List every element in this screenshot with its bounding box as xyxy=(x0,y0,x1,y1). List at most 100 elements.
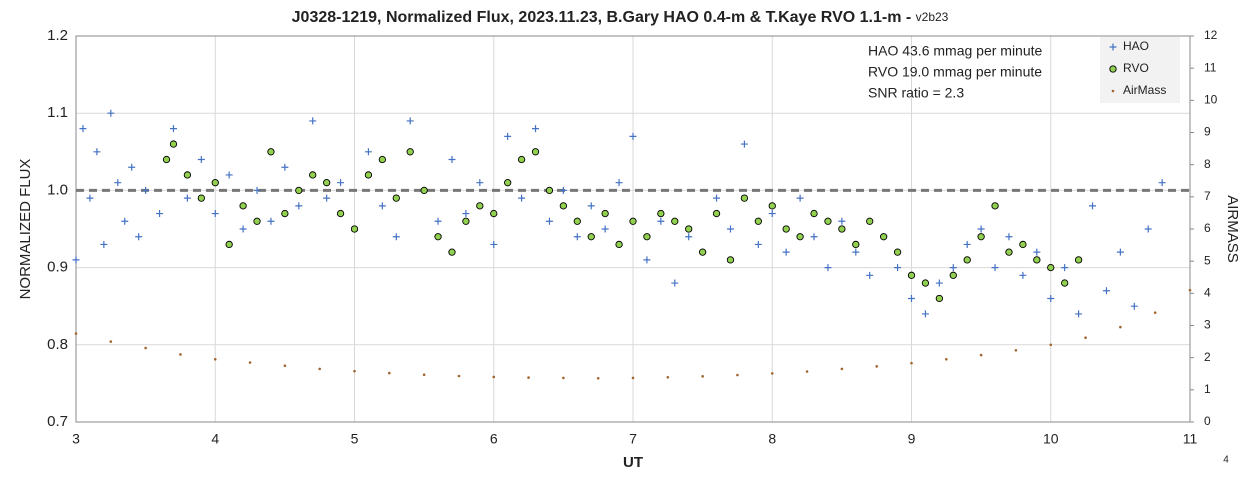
rvo-point xyxy=(1005,248,1013,256)
rvo-point xyxy=(963,256,971,264)
hao-point xyxy=(559,186,567,194)
rvo-point xyxy=(517,155,526,164)
hao-point xyxy=(838,217,846,225)
hao-point xyxy=(79,125,87,133)
rvo-point xyxy=(1061,279,1069,287)
hao-point xyxy=(267,217,275,225)
hao-point xyxy=(685,233,693,241)
hao-point xyxy=(532,125,540,133)
rvo-point xyxy=(838,225,846,233)
hao-point xyxy=(107,109,115,117)
rvo-point xyxy=(852,240,860,249)
rvo-point xyxy=(448,248,456,256)
airmass-point xyxy=(979,353,983,357)
hao-point xyxy=(156,210,164,218)
rvo-point xyxy=(1109,65,1117,73)
rvo-point xyxy=(712,209,721,218)
hao-point xyxy=(991,264,999,272)
y2-tick-label: 0 xyxy=(1204,414,1211,428)
y2-tick-label: 3 xyxy=(1204,318,1211,332)
hao-point xyxy=(476,179,484,187)
rvo-point xyxy=(169,140,178,148)
rvo-point xyxy=(991,202,999,210)
y2-axis-label: AIRMASS xyxy=(1224,195,1241,263)
airmass-point xyxy=(318,367,321,371)
rvo-point xyxy=(490,209,498,218)
rvo-point xyxy=(211,179,219,187)
rvo-point xyxy=(559,202,568,210)
rvo-point xyxy=(253,217,261,225)
rvo-point xyxy=(462,217,470,225)
hao-point xyxy=(601,225,609,233)
hao-point xyxy=(378,202,386,210)
y2-tick-label: 12 xyxy=(1204,28,1218,42)
rvo-point xyxy=(810,209,818,218)
hao-point xyxy=(253,186,261,194)
rvo-point xyxy=(907,271,916,279)
airmass-point xyxy=(1153,311,1157,314)
y2-tick-label: 9 xyxy=(1204,125,1211,139)
hao-point xyxy=(169,125,177,133)
rvo-point xyxy=(768,202,776,210)
rvo-point xyxy=(476,202,484,210)
hao-point xyxy=(281,163,289,171)
rvo-point xyxy=(183,171,192,179)
hao-point xyxy=(949,264,957,272)
airmass-point xyxy=(945,357,948,361)
hao-point xyxy=(754,240,762,248)
y-tick-label: 1.2 xyxy=(47,27,68,44)
rvo-point xyxy=(949,271,957,279)
hao-point xyxy=(295,202,303,210)
hao-point xyxy=(852,248,860,256)
x-tick-label: 9 xyxy=(908,431,916,447)
rvo-point xyxy=(1019,240,1027,249)
rvo-point xyxy=(162,155,171,164)
airmass-point xyxy=(1014,348,1018,352)
hao-point xyxy=(1109,43,1117,51)
hao-point xyxy=(211,210,219,218)
y-tick-label: 0.7 xyxy=(47,413,68,430)
hao-point xyxy=(1144,225,1152,233)
hao-point xyxy=(309,117,317,125)
hao-point xyxy=(100,240,108,248)
rvo-point xyxy=(281,209,289,218)
hao-point xyxy=(921,310,929,318)
hao-point xyxy=(135,233,143,241)
title-version: v2b23 xyxy=(916,10,949,24)
annotation: HAO 43.6 mmag per minute xyxy=(868,43,1043,59)
hao-point xyxy=(1089,202,1097,210)
rvo-point xyxy=(671,217,679,225)
rvo-point xyxy=(782,225,790,233)
rvo-point xyxy=(336,209,345,218)
airmass-point xyxy=(1111,89,1115,93)
rvo-point xyxy=(685,225,693,233)
x-tick-label: 7 xyxy=(629,431,637,447)
hao-point xyxy=(629,132,637,140)
airmass-point xyxy=(701,375,704,378)
airmass-point xyxy=(353,369,356,373)
rvo-point xyxy=(893,248,902,256)
legend-label: HAO xyxy=(1123,39,1149,53)
page-number: 4 xyxy=(1223,455,1229,466)
hao-point xyxy=(1102,287,1110,295)
airmass-point xyxy=(910,361,913,365)
rvo-point xyxy=(434,233,442,241)
hao-point xyxy=(197,156,205,164)
airmass-point xyxy=(1119,325,1122,329)
hao-point xyxy=(1047,294,1055,302)
airmass-point xyxy=(422,373,426,377)
airmass-point xyxy=(1049,343,1053,347)
airmass-point xyxy=(1084,336,1087,340)
hao-point xyxy=(337,179,345,187)
hao-point xyxy=(866,271,874,279)
rvo-point xyxy=(420,186,428,195)
rvo-point xyxy=(239,202,247,210)
x-tick-label: 5 xyxy=(351,431,359,447)
rvo-point xyxy=(322,179,331,187)
hao-point xyxy=(121,217,129,225)
airmass-point xyxy=(875,365,878,368)
hao-point xyxy=(225,171,233,179)
hao-point xyxy=(128,163,136,171)
airmass-point xyxy=(527,376,530,379)
hao-point xyxy=(615,179,623,187)
